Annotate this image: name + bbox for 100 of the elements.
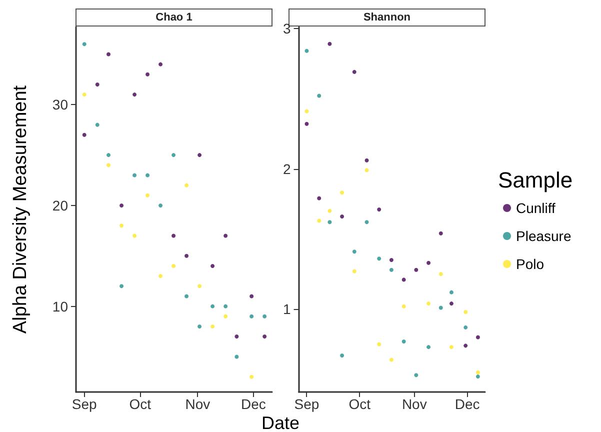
point bbox=[234, 334, 239, 339]
point bbox=[224, 314, 228, 318]
x-tick-label: Sep bbox=[72, 396, 98, 412]
point bbox=[172, 234, 176, 238]
point bbox=[402, 278, 406, 282]
y-tick-label: 30 bbox=[52, 96, 68, 113]
point bbox=[234, 354, 239, 359]
x-tick-label: Nov bbox=[185, 396, 210, 412]
point bbox=[172, 264, 176, 268]
point bbox=[340, 190, 344, 195]
y-axis-title: Alpha Diversity Measurement bbox=[10, 84, 31, 334]
x-tick-label: Oct bbox=[129, 396, 152, 412]
point bbox=[210, 304, 215, 308]
point bbox=[184, 294, 189, 298]
point bbox=[198, 324, 202, 328]
legend-label: Cunliff bbox=[516, 200, 556, 216]
point bbox=[414, 268, 418, 272]
point bbox=[184, 254, 189, 258]
x-tick-label: Dec bbox=[454, 396, 480, 412]
point bbox=[224, 234, 228, 238]
point bbox=[317, 196, 322, 200]
point bbox=[210, 324, 215, 328]
point bbox=[476, 370, 480, 374]
point bbox=[82, 132, 86, 137]
point bbox=[426, 260, 431, 265]
point bbox=[389, 358, 394, 362]
point bbox=[438, 306, 443, 310]
point bbox=[106, 52, 111, 56]
point bbox=[304, 48, 309, 53]
point bbox=[158, 274, 163, 278]
y-tick-label: 2 bbox=[282, 160, 291, 177]
point bbox=[377, 208, 382, 212]
point bbox=[262, 334, 267, 339]
point bbox=[132, 92, 137, 97]
point bbox=[132, 173, 137, 178]
point bbox=[402, 304, 406, 308]
point bbox=[352, 250, 356, 254]
point bbox=[476, 335, 480, 340]
point bbox=[317, 94, 322, 98]
point bbox=[158, 62, 163, 66]
point bbox=[120, 224, 124, 228]
point bbox=[304, 122, 309, 126]
point bbox=[364, 158, 369, 162]
x-tick-label: Oct bbox=[348, 396, 371, 412]
point bbox=[250, 374, 254, 379]
point bbox=[364, 168, 369, 172]
point bbox=[377, 342, 382, 346]
point bbox=[438, 231, 443, 236]
y-tick-label: 3 bbox=[282, 20, 291, 36]
point bbox=[120, 284, 124, 288]
point bbox=[317, 218, 322, 223]
point bbox=[172, 153, 176, 158]
point bbox=[120, 203, 124, 208]
chart-title: Chao 1 bbox=[156, 12, 192, 24]
point bbox=[438, 272, 443, 276]
point bbox=[352, 269, 356, 274]
point bbox=[449, 290, 454, 294]
point bbox=[224, 304, 228, 308]
point bbox=[464, 310, 468, 314]
point bbox=[210, 264, 215, 268]
point bbox=[389, 258, 394, 262]
legend-title: Sample bbox=[498, 168, 573, 192]
x-tick-label: Sep bbox=[294, 396, 320, 412]
point bbox=[402, 339, 406, 344]
point bbox=[352, 70, 356, 74]
point bbox=[464, 325, 468, 330]
point bbox=[464, 344, 468, 348]
y-tick-label: 1 bbox=[282, 301, 291, 318]
x-tick-label: Dec bbox=[240, 396, 266, 412]
point bbox=[82, 42, 86, 46]
point bbox=[328, 42, 332, 46]
point bbox=[146, 173, 150, 178]
y-tick-label: 10 bbox=[52, 298, 68, 314]
point bbox=[82, 92, 86, 97]
point bbox=[426, 302, 431, 306]
point bbox=[328, 220, 332, 224]
x-axis-title: Date bbox=[260, 413, 301, 432]
point bbox=[198, 153, 202, 158]
y-tick-label: 20 bbox=[52, 197, 68, 214]
point bbox=[364, 220, 369, 224]
point bbox=[340, 354, 344, 358]
point bbox=[426, 345, 431, 350]
point bbox=[262, 314, 267, 318]
point bbox=[304, 109, 309, 114]
point bbox=[106, 163, 111, 168]
point bbox=[449, 345, 454, 350]
point bbox=[377, 256, 382, 261]
point bbox=[146, 72, 150, 76]
point bbox=[389, 268, 394, 272]
point bbox=[476, 374, 480, 379]
x-tick-label: Nov bbox=[402, 396, 427, 412]
point bbox=[198, 284, 202, 288]
point bbox=[95, 82, 100, 86]
point bbox=[328, 208, 332, 213]
point bbox=[106, 153, 111, 158]
point bbox=[250, 314, 254, 318]
point bbox=[95, 122, 100, 127]
point bbox=[158, 203, 163, 208]
point bbox=[340, 214, 344, 219]
point bbox=[146, 193, 150, 198]
